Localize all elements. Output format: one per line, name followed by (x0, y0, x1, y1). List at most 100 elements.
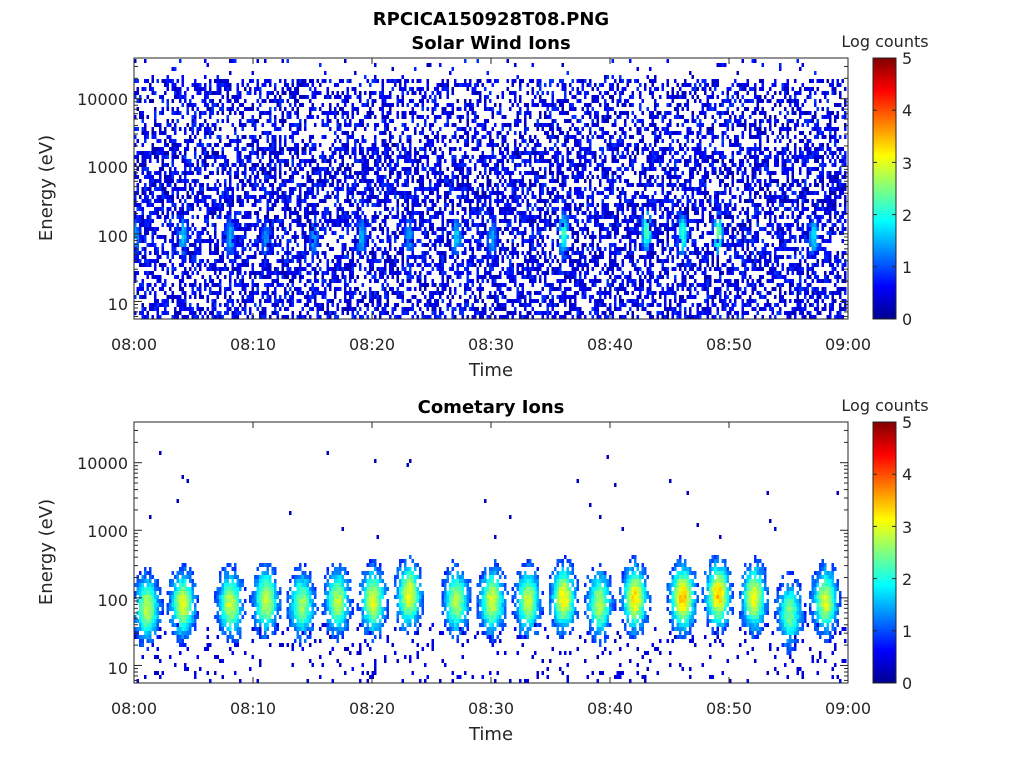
heatmap-cell (231, 239, 234, 243)
heatmap-cell (491, 83, 494, 87)
heatmap-cell (141, 163, 144, 167)
heatmap-cell (476, 239, 479, 243)
heatmap-cell (144, 139, 147, 143)
heatmap-cell (271, 283, 274, 287)
heatmap-cell (211, 151, 214, 155)
heatmap-cell (331, 143, 334, 147)
heatmap-cell (336, 171, 339, 175)
heatmap-cell (526, 251, 529, 255)
heatmap-cell (241, 287, 244, 291)
heatmap-cell (394, 79, 397, 83)
heatmap-cell (304, 183, 307, 187)
heatmap-cell (334, 291, 337, 295)
heatmap-cell (266, 139, 269, 143)
heatmap-cell (321, 223, 324, 227)
heatmap-cell (434, 299, 437, 303)
heatmap-cell (436, 287, 439, 291)
heatmap-cell (149, 151, 152, 155)
heatmap-cell (369, 279, 372, 283)
heatmap-cell (176, 119, 179, 123)
heatmap-cell (494, 163, 497, 167)
heatmap-cell (216, 103, 219, 107)
heatmap-cell (439, 171, 442, 175)
heatmap-cell (281, 147, 284, 151)
heatmap-cell (276, 219, 279, 223)
heatmap-cell (156, 211, 159, 215)
heatmap-cell (214, 235, 217, 239)
heatmap-cell (384, 143, 387, 147)
heatmap-cell (506, 267, 509, 271)
heatmap-cell (159, 127, 162, 131)
heatmap-cell (274, 295, 277, 299)
heatmap-cell (236, 251, 239, 255)
heatmap-cell (231, 103, 234, 107)
heatmap-cell (389, 103, 392, 107)
heatmap-cell (466, 119, 469, 123)
heatmap-cell (491, 303, 494, 307)
heatmap-cell (409, 299, 412, 303)
heatmap-cell (204, 91, 207, 95)
heatmap-cell (466, 115, 469, 119)
heatmap-cell (284, 199, 287, 203)
heatmap-cell (419, 307, 422, 311)
heatmap-cell (419, 271, 422, 275)
heatmap-cell (496, 79, 499, 83)
heatmap-cell (146, 315, 149, 319)
heatmap-cell (266, 231, 269, 235)
heatmap-cell (471, 247, 474, 251)
heatmap-cell (326, 195, 329, 199)
heatmap-cell (384, 247, 387, 251)
heatmap-cell (286, 239, 289, 243)
heatmap-cell (281, 227, 284, 231)
heatmap-cell (499, 287, 502, 291)
heatmap-cell (171, 179, 174, 183)
heatmap-cell (166, 311, 169, 315)
heatmap-cell (281, 207, 284, 211)
heatmap-cell (171, 83, 174, 87)
heatmap-cell (239, 203, 242, 207)
heatmap-cell (174, 123, 177, 127)
heatmap-cell (494, 251, 497, 255)
heatmap-cell (419, 131, 422, 135)
heatmap-cell (349, 247, 352, 251)
heatmap-cell (384, 199, 387, 203)
heatmap-cell (206, 283, 209, 287)
heatmap-cell (271, 151, 274, 155)
heatmap-cell (264, 275, 267, 279)
heatmap-cell (236, 239, 239, 243)
heatmap-cell (174, 207, 177, 211)
heatmap-cell (346, 199, 349, 203)
heatmap-cell (151, 219, 154, 223)
heatmap-cell (391, 271, 394, 275)
heatmap-cell (156, 279, 159, 283)
heatmap-cell (361, 299, 364, 303)
heatmap-cell (241, 79, 244, 83)
heatmap-cell (521, 159, 524, 163)
heatmap-cell (441, 231, 444, 235)
heatmap-cell (144, 239, 147, 243)
heatmap-cell (229, 283, 232, 287)
heatmap-cell (294, 219, 297, 223)
heatmap-cell (439, 147, 442, 151)
heatmap-cell (344, 151, 347, 155)
heatmap-cell (191, 119, 194, 123)
heatmap-cell (264, 299, 267, 303)
heatmap-cell (461, 251, 464, 255)
heatmap-cell (389, 107, 392, 111)
heatmap-cell (224, 87, 227, 91)
heatmap-cell (346, 267, 349, 271)
heatmap-cell (331, 167, 334, 171)
heatmap-cell (289, 135, 292, 139)
heatmap-cell (271, 195, 274, 199)
heatmap-cell (284, 203, 287, 207)
heatmap-cell (216, 87, 219, 91)
heatmap-cell (281, 123, 284, 127)
heatmap-cell (254, 187, 257, 191)
heatmap-cell (181, 235, 184, 239)
heatmap-cell (469, 279, 472, 283)
heatmap-cell (414, 219, 417, 223)
heatmap-cell (216, 247, 219, 251)
heatmap-cell (401, 131, 404, 135)
heatmap-cell (206, 127, 209, 131)
heatmap-cell (311, 155, 314, 159)
